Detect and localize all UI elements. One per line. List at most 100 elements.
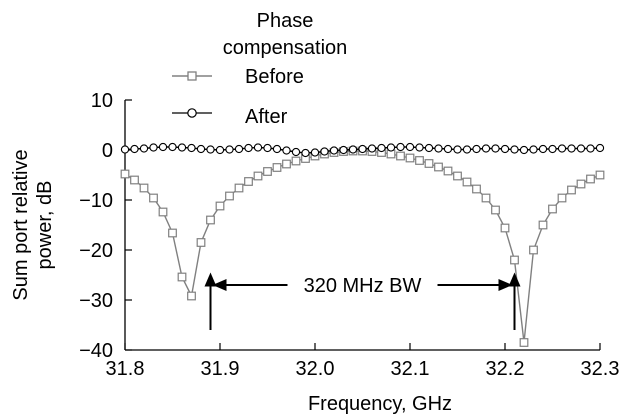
data-point-after [492, 145, 499, 152]
data-point-after [226, 146, 233, 153]
data-point-before [150, 194, 158, 202]
data-point-after [235, 145, 242, 152]
data-point-before [283, 160, 291, 168]
y-tick-label: −30 [79, 290, 113, 312]
data-point-before [473, 185, 481, 193]
data-point-before [596, 171, 604, 179]
y-tick-label: 10 [91, 90, 113, 112]
data-point-after [330, 147, 337, 154]
x-tick-label: 32.3 [581, 358, 620, 380]
data-point-after [577, 145, 584, 152]
data-point-after [444, 145, 451, 152]
data-point-before [245, 178, 253, 186]
data-point-before [264, 168, 272, 176]
x-tick-label: 32.1 [391, 358, 430, 380]
data-point-before [197, 239, 205, 247]
data-point-before [568, 186, 576, 194]
data-point-before [216, 202, 224, 210]
data-point-after [197, 145, 204, 152]
data-point-after [397, 143, 404, 150]
data-point-before [406, 154, 414, 162]
data-point-after [169, 143, 176, 150]
data-point-after [207, 146, 214, 153]
data-point-after [159, 143, 166, 150]
data-point-after [501, 145, 508, 152]
data-point-before [169, 229, 177, 237]
data-point-after [549, 145, 556, 152]
ticks: 31.8 31.9 32.0 32.1 32.2 32.3 10 0 −10 −20 −30 −40 [79, 90, 619, 380]
bw-label: 320 MHz BW [304, 275, 422, 297]
data-point-before [587, 175, 595, 183]
data-point-after [511, 146, 518, 153]
data-point-after [340, 146, 347, 153]
data-point-after [378, 144, 385, 151]
y-axis-label: Sum port relative power, dB [10, 149, 56, 300]
data-point-after [321, 148, 328, 155]
data-point-after [311, 149, 318, 156]
data-point-before [397, 152, 405, 160]
y-axis-label-line-1: Sum port relative [10, 149, 32, 300]
data-point-after [558, 145, 565, 152]
data-point-after [473, 145, 480, 152]
data-point-before [539, 221, 547, 229]
data-point-before [159, 208, 167, 216]
legend: Phase compensation Before After [172, 10, 347, 128]
y-axis-label-line-2: power, dB [34, 181, 56, 270]
data-point-before [577, 180, 585, 188]
data-point-before [425, 160, 433, 168]
data-point-after [150, 144, 157, 151]
data-point-after [359, 145, 366, 152]
data-point-before [558, 194, 566, 202]
data-point-after [406, 143, 413, 150]
data-point-after [349, 146, 356, 153]
data-point-after [302, 149, 309, 156]
data-point-after [188, 144, 195, 151]
data-point-before [226, 192, 234, 200]
data-point-before [520, 339, 528, 347]
data-point-after [454, 146, 461, 153]
x-axis-label: Frequency, GHz [308, 393, 452, 415]
series-layer [121, 143, 604, 346]
data-point-after [245, 144, 252, 151]
data-point-after [178, 144, 185, 151]
data-point-after [425, 144, 432, 151]
data-point-before [235, 184, 243, 192]
bandwidth-annotation: 320 MHz BW [205, 271, 521, 330]
data-point-after [596, 144, 603, 151]
data-point-after [435, 145, 442, 152]
data-point-after [520, 146, 527, 153]
data-point-after [131, 145, 138, 152]
legend-before-marker [188, 72, 196, 80]
data-point-after [482, 145, 489, 152]
data-point-before [482, 194, 490, 202]
data-point-after [140, 145, 147, 152]
data-point-after [568, 145, 575, 152]
data-point-before [501, 224, 509, 232]
data-point-before [454, 172, 462, 180]
data-point-before [273, 164, 281, 172]
data-point-after [387, 144, 394, 151]
data-point-before [131, 176, 139, 184]
x-tick-label: 32.0 [296, 358, 335, 380]
data-point-after [264, 144, 271, 151]
data-point-before [292, 157, 300, 165]
data-point-before [416, 157, 424, 165]
y-tick-label: 0 [102, 140, 113, 162]
data-point-before [511, 256, 519, 264]
data-point-after [463, 146, 470, 153]
legend-title-line-2: compensation [223, 37, 348, 59]
data-point-after [283, 147, 290, 154]
data-point-before [444, 167, 452, 175]
data-point-after [368, 145, 375, 152]
data-point-after [416, 144, 423, 151]
x-tick-label: 31.9 [201, 358, 240, 380]
data-point-before [178, 273, 186, 281]
data-point-after [587, 145, 594, 152]
legend-entry-after: After [245, 106, 288, 128]
data-point-before [254, 172, 262, 180]
data-point-before [530, 246, 538, 254]
y-tick-label: −10 [79, 190, 113, 212]
legend-title-line-1: Phase [257, 10, 314, 32]
